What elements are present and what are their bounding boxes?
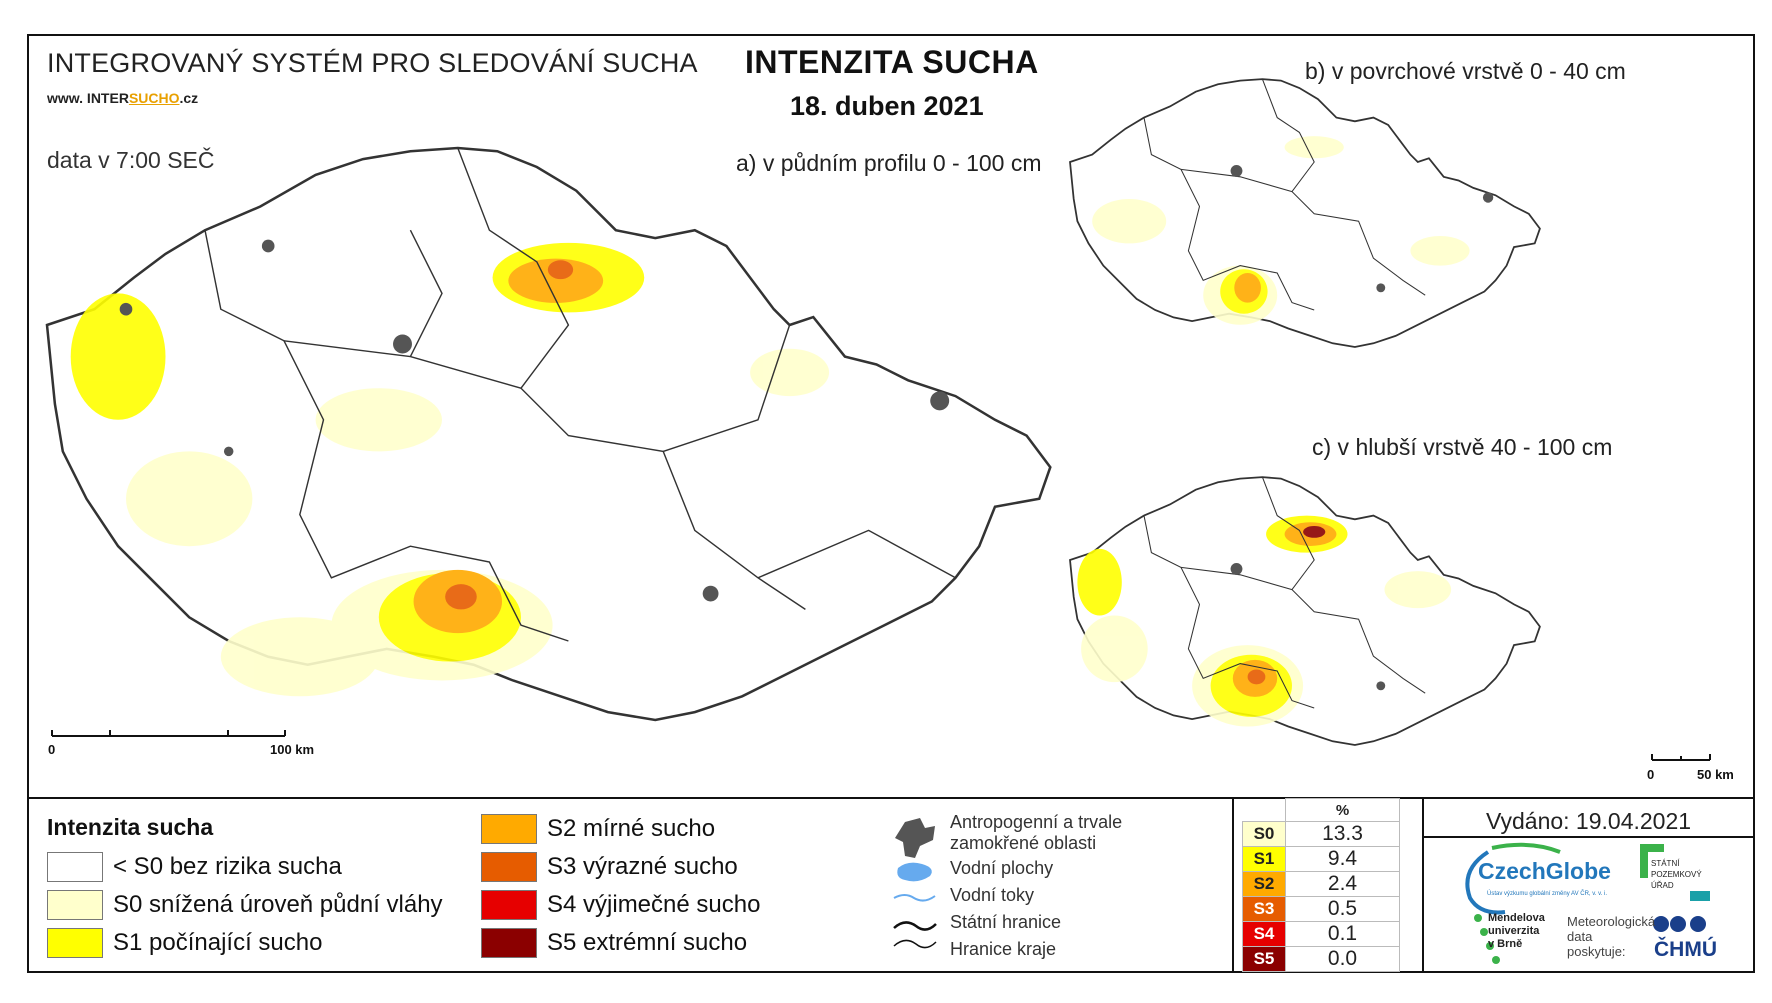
stats-table: % S0 13.3 S1 9.4 S2 2.4 S3 0.5 S4 0.1 S5 0.0 — [1242, 798, 1400, 972]
meteo-data-label: Meteorologická data poskytuje: — [1567, 914, 1656, 959]
mendel-logo[interactable]: Mendelova univerzita v Brně — [1488, 912, 1545, 950]
legend-state-border-label: Státní hranice — [950, 912, 1062, 932]
legend-urban-label: Antropogenní a trvale zamokřené oblasti — [950, 812, 1123, 853]
swatch-s5 — [481, 928, 537, 958]
chmu-logo[interactable]: ČHMÚ — [1654, 938, 1717, 961]
map-a-drought-areas — [70, 242, 830, 697]
stats-row-s0: S0 13.3 — [1242, 821, 1400, 847]
main-title: INTENZITA SUCHA — [745, 44, 1039, 80]
scale-a-end: 100 km — [270, 742, 315, 757]
legend-item-s3: S3 výrazné sucho — [481, 852, 738, 882]
legend-water-body-label: Vodní plochy — [950, 858, 1054, 878]
legend-title: Intenzita sucha — [47, 814, 214, 840]
stats-row-s4: S4 0.1 — [1242, 921, 1400, 947]
issued-divider — [1422, 836, 1755, 838]
map-a-region-borders — [204, 147, 956, 642]
website-link[interactable]: www. INTERSUCHO.cz — [47, 90, 199, 106]
legend-item-s1: S1 počínající sucho — [47, 928, 322, 958]
scale-c-end: 50 km — [1697, 767, 1734, 782]
stats-row-s2: S2 2.4 — [1242, 871, 1400, 897]
legend-item-s5: S5 extrémní sucho — [481, 928, 747, 958]
map-a-title: a) v půdním profilu 0 - 100 cm — [736, 150, 1042, 176]
spu-logo[interactable]: STÁTNÍ POZEMKOVÝ ÚŘAD — [1651, 859, 1702, 890]
legend-river-label: Vodní toky — [950, 885, 1035, 905]
czechglobe-logo[interactable]: CzechGlobe — [1478, 858, 1611, 884]
map-c — [1069, 476, 1541, 746]
stats-divider-right — [1422, 797, 1424, 973]
swatch-s0 — [47, 890, 103, 920]
czechglobe-subtitle: Ústav výzkumu globální změny AV ČR, v. v… — [1487, 891, 1608, 897]
issued-date: Vydáno: 19.04.2021 — [1486, 808, 1692, 834]
swatch-s2 — [481, 814, 537, 844]
swatch-none — [47, 852, 103, 882]
scale-a-start: 0 — [48, 742, 56, 757]
map-c-title: c) v hlubší vrstvě 40 - 100 cm — [1312, 434, 1613, 460]
scale-bar-c — [1651, 754, 1711, 761]
system-title: INTEGROVANÝ SYSTÉM PRO SLEDOVÁNÍ SUCHA — [47, 48, 698, 78]
map-b — [1069, 78, 1541, 348]
scale-c-start: 0 — [1647, 767, 1655, 782]
map-date: 18. duben 2021 — [790, 91, 984, 121]
swatch-s3 — [481, 852, 537, 882]
map-a-cities — [119, 239, 950, 602]
scale-bar-a — [51, 730, 286, 737]
swatch-s4 — [481, 890, 537, 920]
stats-divider-left — [1232, 797, 1234, 973]
legend-region-border-label: Hranice kraje — [950, 939, 1057, 959]
stats-header-row: % — [1243, 798, 1400, 822]
stats-row-s3: S3 0.5 — [1242, 896, 1400, 922]
swatch-s1 — [47, 928, 103, 958]
legend-item-s0: S0 snížená úroveň půdní vláhy — [47, 890, 443, 920]
legend-item-s2: S2 mírné sucho — [481, 814, 715, 844]
legend-item-none: < S0 bez rizika sucha — [47, 852, 342, 882]
legend-divider — [27, 797, 1755, 799]
map-b-title: b) v povrchové vrstvě 0 - 40 cm — [1305, 58, 1626, 84]
map-a — [45, 146, 1052, 722]
stats-row-s1: S1 9.4 — [1242, 846, 1400, 872]
stats-row-s5: S5 0.0 — [1242, 946, 1400, 972]
legend-item-s4: S4 výjimečné sucho — [481, 890, 760, 920]
data-time: data v 7:00 SEČ — [47, 147, 215, 173]
